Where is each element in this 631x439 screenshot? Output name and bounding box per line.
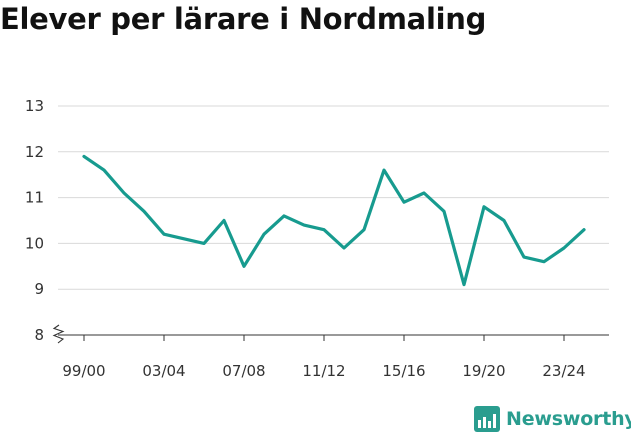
brand-name: Newsworthy	[506, 408, 631, 430]
gridlines	[58, 105, 609, 290]
y-tick-label: 13	[25, 97, 44, 115]
y-tick-label: 8	[34, 326, 44, 344]
newsworthy-brand: Newsworthy	[474, 406, 631, 432]
series-line	[82, 154, 586, 287]
x-tick-label: 19/20	[462, 362, 505, 380]
x-axis	[52, 324, 609, 344]
x-tick-label: 03/04	[142, 362, 185, 380]
x-tick-label: 99/00	[62, 362, 105, 380]
y-axis-ticks: 8 9 10 11 12 13	[25, 97, 44, 344]
y-tick-label: 10	[25, 234, 44, 252]
x-tick-label: 15/16	[382, 362, 425, 380]
series	[82, 154, 586, 287]
chart-title: Elever per lärare i Nordmaling	[0, 2, 487, 36]
axis-break-marker	[52, 324, 65, 344]
y-tick-label: 11	[25, 189, 44, 207]
y-tick-label: 9	[34, 280, 44, 298]
y-tick-label: 12	[25, 143, 44, 161]
x-tick-label: 07/08	[222, 362, 265, 380]
x-tick-label: 11/12	[302, 362, 345, 380]
newsworthy-logo-icon	[474, 406, 500, 432]
x-tick-label: 23/24	[542, 362, 585, 380]
x-axis-ticks: 99/00 03/04 07/08 11/12 15/16 19/20 23/24	[62, 335, 586, 380]
